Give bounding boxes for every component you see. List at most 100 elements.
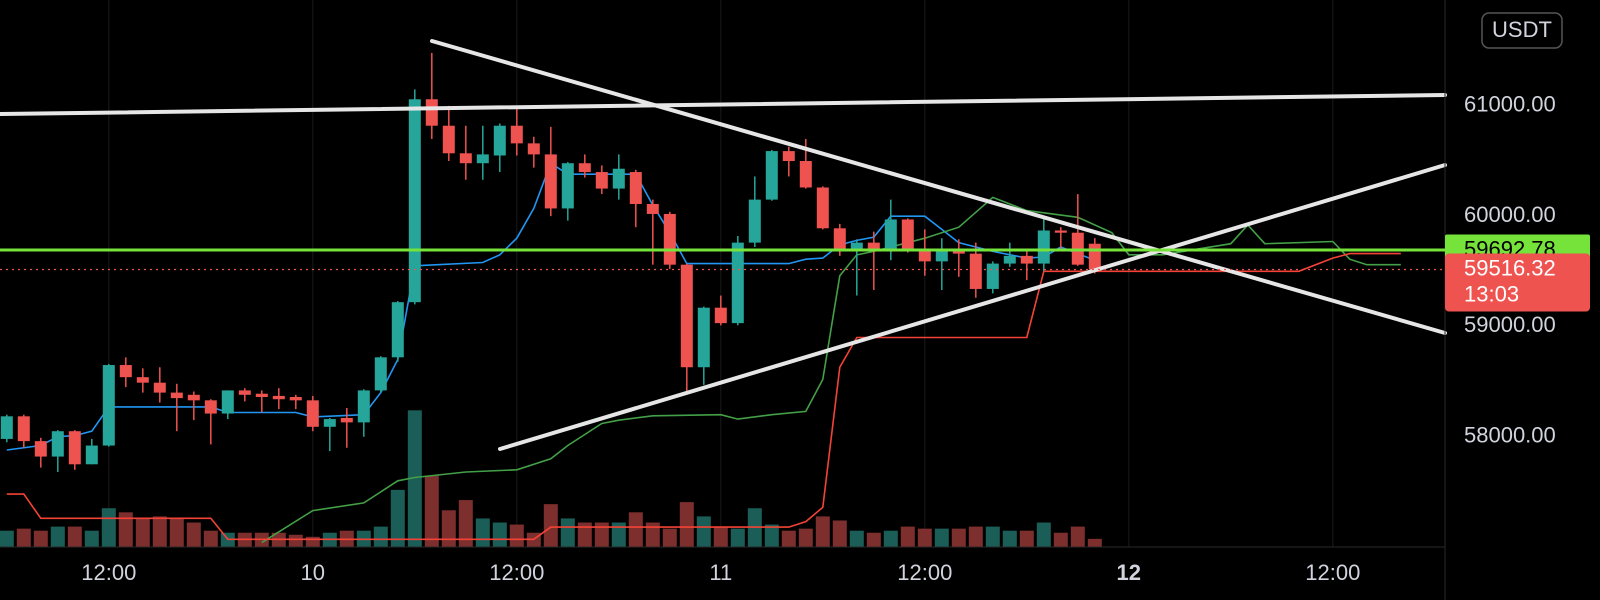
volume-bar [390, 489, 405, 547]
candle-body [85, 445, 98, 465]
candle-body [102, 365, 115, 446]
candle-body [680, 264, 693, 368]
volume-bar [968, 526, 983, 547]
x-tick-label: 11 [709, 560, 732, 585]
candle-body [0, 416, 13, 439]
volume-bar [492, 522, 507, 547]
volume-bar [441, 510, 456, 547]
volume-bar [509, 524, 524, 547]
trendlines [0, 39, 1447, 451]
volume-bar [883, 530, 898, 547]
candle-body [901, 219, 914, 251]
trendline [0, 93, 1447, 116]
volume-bar [1070, 526, 1085, 547]
candle-body [476, 154, 489, 164]
volume-bar [407, 410, 422, 547]
volume-bar [50, 526, 65, 547]
candle-body [646, 204, 659, 214]
candle-body [1020, 255, 1033, 264]
candle-body [442, 125, 455, 154]
candle-body [850, 242, 863, 250]
volume-bar [900, 526, 915, 547]
volume-bar [1036, 522, 1051, 547]
volume-bar [849, 530, 864, 547]
candle-body [51, 431, 64, 457]
volume-bar [662, 528, 677, 547]
indicator-line [6, 252, 1401, 541]
candle-body [136, 377, 149, 383]
candle-body [493, 125, 506, 156]
candle-body [238, 390, 251, 395]
price-label-box [1445, 253, 1590, 312]
candle-body [391, 302, 404, 358]
candle-body [561, 163, 574, 209]
volume-bar [16, 528, 31, 547]
volume-bar [951, 528, 966, 547]
countdown-label: 13:03 [1464, 281, 1519, 306]
volume-bar [84, 530, 99, 547]
x-tick-label: 10 [301, 560, 325, 585]
volume-bar [713, 526, 728, 547]
candles [0, 52, 1101, 473]
volume-bar [288, 534, 303, 547]
volume-bar [135, 518, 150, 547]
currency-badge [1481, 12, 1563, 49]
volume-bar [1087, 538, 1102, 547]
candle-body [595, 172, 608, 189]
volume-bar [33, 530, 48, 547]
candle-body [1088, 243, 1101, 270]
volume-bar [764, 524, 779, 547]
volume-bar [866, 532, 881, 547]
candle-body [204, 400, 217, 414]
candle-body [544, 154, 557, 209]
trendline [430, 39, 1447, 335]
x-tick-label: 12:00 [897, 560, 952, 585]
volume-bar [543, 504, 558, 547]
volume-bar [628, 512, 643, 547]
trendline [498, 163, 1447, 451]
volume-bar [577, 522, 592, 547]
y-tick-label: 60000.00 [1464, 202, 1556, 227]
currency-label: USDT [1492, 17, 1552, 42]
volume-bar [645, 522, 660, 547]
candle-body [765, 151, 778, 200]
volume-bar [169, 518, 184, 547]
volume-bar [305, 536, 320, 547]
candle-body [255, 393, 268, 398]
candle-body [1054, 230, 1067, 233]
candle-body [527, 143, 540, 155]
candle-body [425, 99, 438, 126]
price-label: 59516.32 [1464, 255, 1556, 280]
candle-body [187, 394, 200, 401]
candle-body [748, 199, 761, 243]
candle-body [153, 382, 166, 393]
x-tick-label: 12:00 [489, 560, 544, 585]
candle-body [816, 187, 829, 229]
volume-bar [475, 518, 490, 547]
candle-body [1037, 230, 1050, 264]
volume-bar [1002, 530, 1017, 547]
volume-bar [781, 530, 796, 547]
x-tick-label: 12:00 [81, 560, 136, 585]
volume-bar [934, 528, 949, 547]
candle-body [68, 431, 81, 465]
volume-bar [1019, 530, 1034, 547]
volume-bar [815, 516, 830, 547]
candle-body [323, 419, 336, 427]
candle-body [578, 163, 591, 173]
candle-body [119, 365, 132, 378]
y-tick-label: 59000.00 [1464, 312, 1556, 337]
volume-bar [798, 528, 813, 547]
volume-bar [730, 528, 745, 547]
volume-bar [101, 508, 116, 547]
volume-pane [0, 410, 1102, 547]
volume-bar [917, 528, 932, 547]
candle-body [408, 99, 421, 303]
volume-bar [67, 526, 82, 547]
candle-body [510, 125, 523, 144]
candle-body [1003, 255, 1016, 264]
volume-bar [203, 530, 218, 547]
